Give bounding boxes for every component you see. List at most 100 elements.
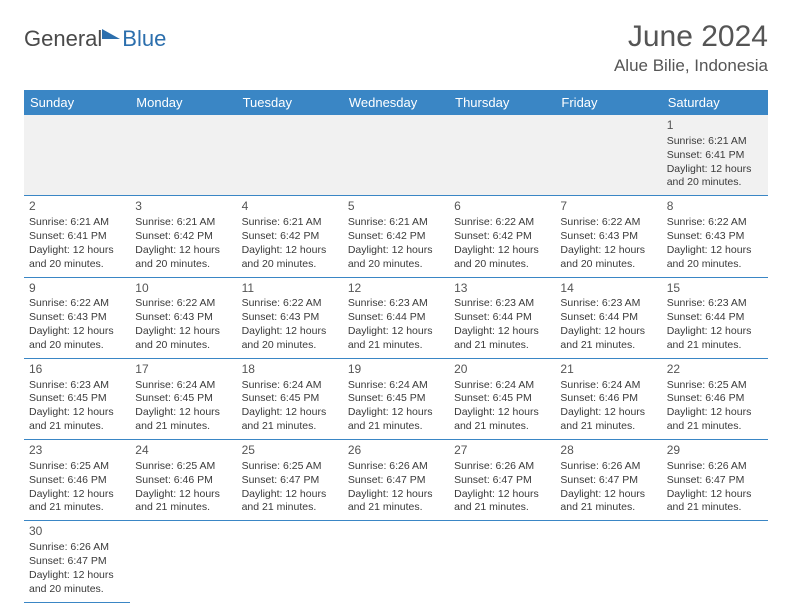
calendar-cell: 18Sunrise: 6:24 AMSunset: 6:45 PMDayligh… (237, 358, 343, 439)
header: General Blue June 2024 Alue Bilie, Indon… (24, 20, 768, 76)
sunset-line: Sunset: 6:44 PM (560, 311, 656, 325)
calendar-cell (237, 521, 343, 602)
day-number: 2 (29, 199, 125, 215)
sunset-line: Sunset: 6:47 PM (560, 474, 656, 488)
calendar-cell (24, 115, 130, 196)
sunset-line: Sunset: 6:45 PM (242, 392, 338, 406)
sunrise-line: Sunrise: 6:21 AM (29, 216, 125, 230)
sunset-line: Sunset: 6:46 PM (560, 392, 656, 406)
logo-text-blue: Blue (122, 26, 166, 52)
daylight-line: Daylight: 12 hours and 20 minutes. (29, 244, 125, 272)
daylight-line: Daylight: 12 hours and 20 minutes. (242, 325, 338, 353)
daylight-line: Daylight: 12 hours and 21 minutes. (454, 406, 550, 434)
day-header-row: Sunday Monday Tuesday Wednesday Thursday… (24, 90, 768, 115)
sunset-line: Sunset: 6:43 PM (242, 311, 338, 325)
daylight-line: Daylight: 12 hours and 21 minutes. (135, 488, 231, 516)
sunrise-line: Sunrise: 6:21 AM (348, 216, 444, 230)
daylight-line: Daylight: 12 hours and 21 minutes. (560, 406, 656, 434)
calendar-table: Sunday Monday Tuesday Wednesday Thursday… (24, 90, 768, 603)
calendar-cell: 26Sunrise: 6:26 AMSunset: 6:47 PMDayligh… (343, 440, 449, 521)
sunrise-line: Sunrise: 6:22 AM (454, 216, 550, 230)
calendar-cell: 28Sunrise: 6:26 AMSunset: 6:47 PMDayligh… (555, 440, 661, 521)
day-number: 24 (135, 443, 231, 459)
sunset-line: Sunset: 6:43 PM (560, 230, 656, 244)
sunrise-line: Sunrise: 6:23 AM (454, 297, 550, 311)
sunset-line: Sunset: 6:42 PM (454, 230, 550, 244)
sunrise-line: Sunrise: 6:22 AM (560, 216, 656, 230)
sunrise-line: Sunrise: 6:23 AM (348, 297, 444, 311)
day-header: Tuesday (237, 90, 343, 115)
calendar-cell: 4Sunrise: 6:21 AMSunset: 6:42 PMDaylight… (237, 196, 343, 277)
sunset-line: Sunset: 6:44 PM (348, 311, 444, 325)
calendar-cell (555, 115, 661, 196)
daylight-line: Daylight: 12 hours and 21 minutes. (135, 406, 231, 434)
sunset-line: Sunset: 6:47 PM (29, 555, 125, 569)
sunrise-line: Sunrise: 6:22 AM (667, 216, 763, 230)
calendar-week-row: 1Sunrise: 6:21 AMSunset: 6:41 PMDaylight… (24, 115, 768, 196)
day-number: 25 (242, 443, 338, 459)
day-number: 9 (29, 281, 125, 297)
sunrise-line: Sunrise: 6:22 AM (29, 297, 125, 311)
day-number: 10 (135, 281, 231, 297)
sunrise-line: Sunrise: 6:23 AM (29, 379, 125, 393)
calendar-cell (555, 521, 661, 602)
daylight-line: Daylight: 12 hours and 20 minutes. (454, 244, 550, 272)
daylight-line: Daylight: 12 hours and 21 minutes. (560, 325, 656, 353)
daylight-line: Daylight: 12 hours and 20 minutes. (667, 163, 763, 191)
daylight-line: Daylight: 12 hours and 20 minutes. (135, 325, 231, 353)
calendar-cell: 6Sunrise: 6:22 AMSunset: 6:42 PMDaylight… (449, 196, 555, 277)
sunset-line: Sunset: 6:44 PM (454, 311, 550, 325)
calendar-cell: 29Sunrise: 6:26 AMSunset: 6:47 PMDayligh… (662, 440, 768, 521)
calendar-cell: 10Sunrise: 6:22 AMSunset: 6:43 PMDayligh… (130, 277, 236, 358)
logo-flag-icon (102, 29, 120, 39)
month-title: June 2024 (614, 20, 768, 54)
calendar-cell: 25Sunrise: 6:25 AMSunset: 6:47 PMDayligh… (237, 440, 343, 521)
calendar-cell: 22Sunrise: 6:25 AMSunset: 6:46 PMDayligh… (662, 358, 768, 439)
sunrise-line: Sunrise: 6:21 AM (242, 216, 338, 230)
daylight-line: Daylight: 12 hours and 20 minutes. (348, 244, 444, 272)
sunrise-line: Sunrise: 6:26 AM (454, 460, 550, 474)
daylight-line: Daylight: 12 hours and 21 minutes. (29, 406, 125, 434)
logo: General Blue (24, 26, 166, 52)
calendar-cell: 5Sunrise: 6:21 AMSunset: 6:42 PMDaylight… (343, 196, 449, 277)
day-number: 11 (242, 281, 338, 297)
calendar-cell: 14Sunrise: 6:23 AMSunset: 6:44 PMDayligh… (555, 277, 661, 358)
calendar-cell: 9Sunrise: 6:22 AMSunset: 6:43 PMDaylight… (24, 277, 130, 358)
sunrise-line: Sunrise: 6:24 AM (135, 379, 231, 393)
sunset-line: Sunset: 6:46 PM (29, 474, 125, 488)
sunrise-line: Sunrise: 6:21 AM (135, 216, 231, 230)
calendar-cell: 3Sunrise: 6:21 AMSunset: 6:42 PMDaylight… (130, 196, 236, 277)
calendar-cell: 1Sunrise: 6:21 AMSunset: 6:41 PMDaylight… (662, 115, 768, 196)
day-number: 30 (29, 524, 125, 540)
calendar-cell: 23Sunrise: 6:25 AMSunset: 6:46 PMDayligh… (24, 440, 130, 521)
daylight-line: Daylight: 12 hours and 21 minutes. (560, 488, 656, 516)
sunrise-line: Sunrise: 6:26 AM (348, 460, 444, 474)
sunset-line: Sunset: 6:42 PM (135, 230, 231, 244)
calendar-cell (449, 115, 555, 196)
day-number: 7 (560, 199, 656, 215)
calendar-cell: 17Sunrise: 6:24 AMSunset: 6:45 PMDayligh… (130, 358, 236, 439)
calendar-cell: 12Sunrise: 6:23 AMSunset: 6:44 PMDayligh… (343, 277, 449, 358)
sunrise-line: Sunrise: 6:26 AM (560, 460, 656, 474)
day-number: 17 (135, 362, 231, 378)
daylight-line: Daylight: 12 hours and 21 minutes. (348, 406, 444, 434)
calendar-cell: 21Sunrise: 6:24 AMSunset: 6:46 PMDayligh… (555, 358, 661, 439)
calendar-cell: 7Sunrise: 6:22 AMSunset: 6:43 PMDaylight… (555, 196, 661, 277)
daylight-line: Daylight: 12 hours and 21 minutes. (667, 406, 763, 434)
day-number: 5 (348, 199, 444, 215)
day-number: 26 (348, 443, 444, 459)
calendar-cell: 20Sunrise: 6:24 AMSunset: 6:45 PMDayligh… (449, 358, 555, 439)
logo-text-general: General (24, 26, 102, 52)
daylight-line: Daylight: 12 hours and 20 minutes. (135, 244, 231, 272)
calendar-cell (130, 115, 236, 196)
daylight-line: Daylight: 12 hours and 21 minutes. (348, 325, 444, 353)
sunrise-line: Sunrise: 6:24 AM (348, 379, 444, 393)
calendar-week-row: 9Sunrise: 6:22 AMSunset: 6:43 PMDaylight… (24, 277, 768, 358)
sunset-line: Sunset: 6:44 PM (667, 311, 763, 325)
calendar-cell (237, 115, 343, 196)
sunset-line: Sunset: 6:41 PM (667, 149, 763, 163)
sunset-line: Sunset: 6:47 PM (348, 474, 444, 488)
day-header: Saturday (662, 90, 768, 115)
sunset-line: Sunset: 6:46 PM (135, 474, 231, 488)
sunset-line: Sunset: 6:43 PM (667, 230, 763, 244)
